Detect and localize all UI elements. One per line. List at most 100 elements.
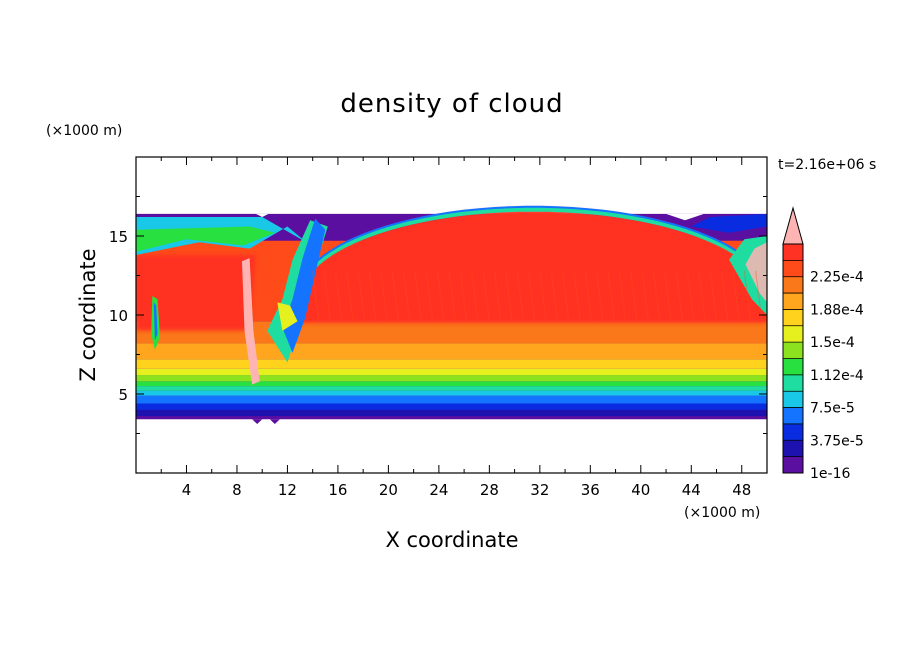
y-axis-label: Z coordinate <box>76 248 100 381</box>
colorbar-label: 3.75e-5 <box>810 433 864 449</box>
wave-texture <box>539 270 547 322</box>
colorbar-swatch <box>783 407 803 425</box>
wave-texture <box>698 270 706 322</box>
x-axis-label: X coordinate <box>385 528 518 552</box>
density-band <box>136 386 767 391</box>
wave-texture <box>482 270 490 322</box>
x-tick-label: 24 <box>429 481 448 499</box>
x-tick-label: 20 <box>379 481 398 499</box>
x-tick-label: 36 <box>581 481 600 499</box>
wave-texture <box>641 270 649 322</box>
wave-texture <box>755 270 763 322</box>
wave-texture <box>391 270 400 322</box>
max-column <box>242 258 260 385</box>
colorbar-label: 1e-16 <box>810 466 850 482</box>
colorbar-swatch <box>783 456 803 474</box>
wave-texture <box>323 270 331 322</box>
wave-texture <box>368 270 377 322</box>
wave-texture <box>720 270 729 322</box>
wave-texture <box>334 270 343 322</box>
right-top-layer <box>691 213 767 233</box>
wave-texture <box>527 270 536 322</box>
x-tick-label: 48 <box>732 481 751 499</box>
colorbar-swatch <box>783 325 803 343</box>
wave-texture <box>471 270 479 322</box>
left-column <box>153 302 158 341</box>
density-band <box>136 395 767 404</box>
density-band <box>136 381 767 387</box>
wave-texture <box>414 270 422 322</box>
density-band <box>136 390 767 396</box>
dome-edge <box>299 205 767 285</box>
colorbar-swatch <box>783 358 803 376</box>
density-band <box>136 409 767 417</box>
colorbar-swatch <box>783 293 803 310</box>
wave-texture <box>493 270 502 322</box>
wave-texture <box>596 270 604 322</box>
x-axis-ticks: 4 8 12 16 20 24 28 32 36 40 44 48 <box>160 157 751 499</box>
colorbar-extend-arrow <box>782 206 804 245</box>
colorbar-swatch <box>783 342 803 359</box>
wave-texture <box>630 270 638 322</box>
base-notch <box>269 419 280 424</box>
dome-core <box>300 209 767 323</box>
colorbar-label: 1.88e-4 <box>810 302 864 318</box>
colorbar-swatch <box>783 391 803 408</box>
wave-texture <box>459 270 468 322</box>
cloud-density-field <box>136 205 767 424</box>
time-label: t=2.16e+06 s <box>778 157 876 173</box>
wave-texture <box>357 270 366 322</box>
colorbar-swatch <box>783 260 803 278</box>
wave-texture <box>516 270 525 322</box>
y-axis-ticks: 5 10 15 <box>109 196 767 434</box>
x-tick-label: 40 <box>631 481 650 499</box>
colorbar-swatch <box>783 276 803 294</box>
wave-texture <box>618 270 627 322</box>
colorbar-swatch <box>783 244 803 261</box>
x-tick-label: 8 <box>232 481 242 499</box>
wave-texture <box>675 270 684 322</box>
base-notch <box>252 419 263 424</box>
wave-texture <box>425 270 434 322</box>
wave-texture <box>686 270 695 322</box>
top-notch <box>255 213 269 217</box>
colorbar-swatch <box>783 440 803 458</box>
wave-texture <box>664 270 672 322</box>
colorbar-swatch <box>783 374 803 392</box>
wave-texture <box>709 270 718 322</box>
wave-texture <box>652 270 661 322</box>
wave-texture <box>437 270 445 322</box>
dome-edge <box>297 206 767 288</box>
x-tick-label: 12 <box>278 481 297 499</box>
left-top-layer <box>136 226 275 252</box>
wave-texture <box>550 270 559 322</box>
left-core <box>136 255 256 331</box>
y-tick-label: 15 <box>109 228 128 246</box>
density-band <box>136 368 767 376</box>
y-tick-label: 10 <box>109 307 128 325</box>
density-band <box>136 359 767 369</box>
wave-texture <box>732 270 740 322</box>
chart-title: density of cloud <box>340 89 563 119</box>
x-tick-label: 4 <box>182 481 192 499</box>
x-tick-label: 28 <box>480 481 499 499</box>
colorbar-label: 7.5e-5 <box>810 401 855 417</box>
wave-texture <box>743 270 752 322</box>
colorbar: 1e-16 3.75e-5 7.5e-5 1.12e-4 1.5e-4 1.88e-4 2.… <box>782 206 864 482</box>
right-edge-core <box>745 242 767 303</box>
x-tick-label: 44 <box>682 481 701 499</box>
colorbar-label: 1.5e-4 <box>810 335 855 351</box>
y-tick-label: 5 <box>118 386 128 404</box>
wave-texture <box>607 270 615 322</box>
wave-texture <box>380 270 388 322</box>
density-band <box>136 343 767 360</box>
x-unit-label: (×1000 m) <box>684 505 760 521</box>
wave-texture <box>584 270 593 322</box>
wave-texture <box>573 270 581 322</box>
density-band <box>136 375 767 382</box>
colorbar-label: 1.12e-4 <box>810 368 864 384</box>
top-notch <box>666 213 704 221</box>
wave-texture <box>505 270 513 322</box>
wave-texture <box>448 270 456 322</box>
